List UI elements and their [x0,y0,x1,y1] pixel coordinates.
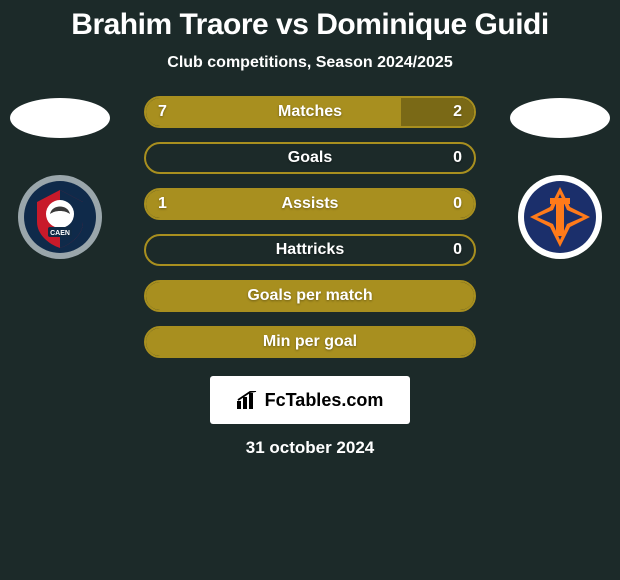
watermark-text: FcTables.com [265,390,384,411]
stat-value-left: 7 [158,103,167,121]
stat-bar: Hattricks0 [144,234,476,266]
stat-label: Min per goal [146,333,474,351]
tappara-crest-icon [517,174,603,260]
stat-bars: Matches72Goals0Assists10Hattricks0Goals … [144,96,476,358]
subtitle: Club competitions, Season 2024/2025 [0,54,620,72]
player-left-column: CAEN [0,96,120,260]
stat-bar: Min per goal [144,326,476,358]
date-text: 31 october 2024 [0,438,620,458]
club-crest-left: CAEN [17,174,103,260]
stat-label: Assists [146,195,474,213]
stat-bar: Goals0 [144,142,476,174]
stat-label: Hattricks [146,241,474,259]
stat-label: Goals per match [146,287,474,305]
player-right-column [500,96,620,260]
stat-bar: Matches7 2 [144,96,476,128]
stat-value-right: 0 [453,195,462,213]
caen-crest-icon: CAEN [17,174,103,260]
player-right-silhouette [510,98,610,138]
stat-value-right: 0 [453,149,462,167]
club-crest-right [517,174,603,260]
watermark: FcTables.com [210,376,410,424]
player-left-silhouette [10,98,110,138]
stat-bar: Goals per match [144,280,476,312]
fctables-logo-icon [237,391,259,409]
comparison-content: CAEN Matches72Goals0Assists10Hattricks0G… [0,96,620,358]
stat-label: Goals [146,149,474,167]
page-title: Brahim Traore vs Dominique Guidi [0,0,620,42]
svg-text:CAEN: CAEN [50,230,70,237]
stat-bar: Assists1 0 [144,188,476,220]
stat-value-right: 2 [453,103,462,121]
stat-value-left: 1 [158,195,167,213]
stat-label: Matches [146,103,474,121]
stat-value-right: 0 [453,241,462,259]
